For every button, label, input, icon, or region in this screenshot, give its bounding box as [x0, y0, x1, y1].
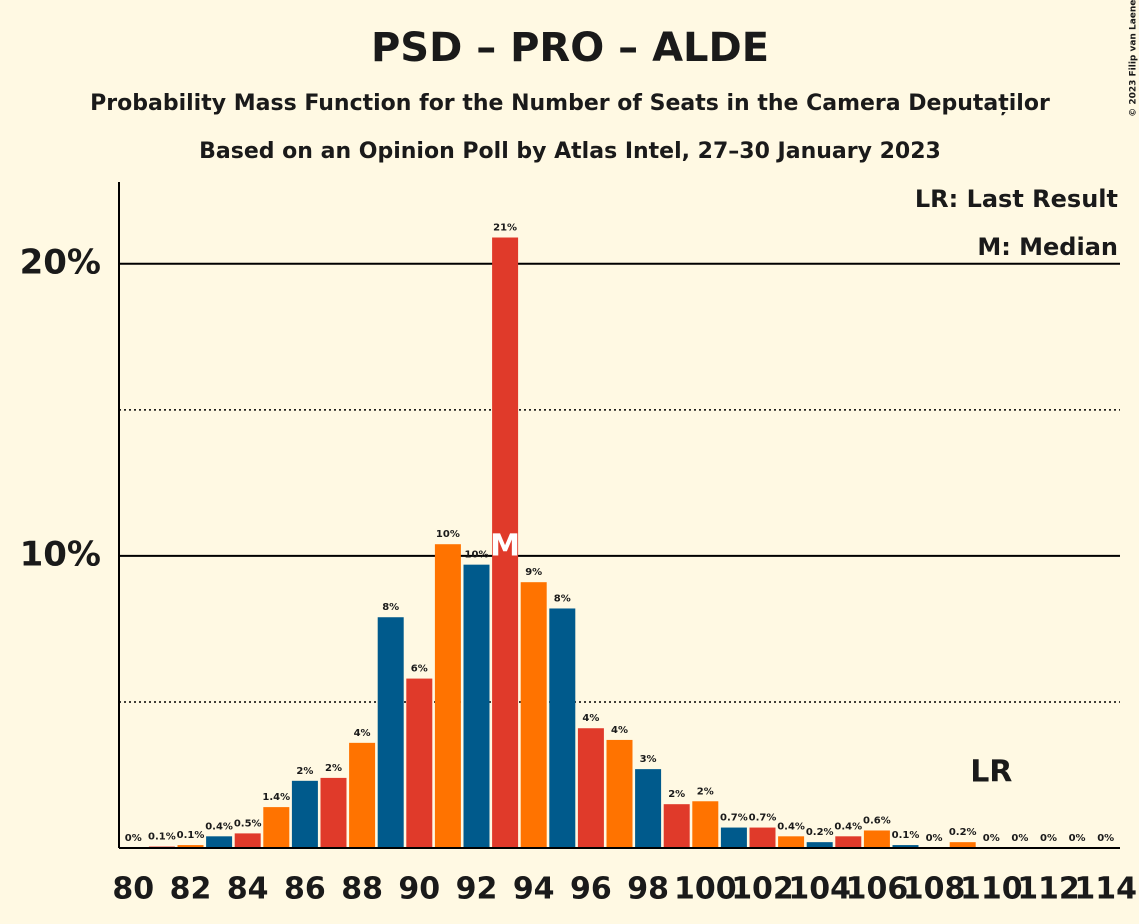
- value-label: 4%: [582, 713, 599, 724]
- value-label: 0%: [1097, 833, 1114, 844]
- value-label: 9%: [525, 567, 542, 578]
- x-tick-label: 82: [170, 872, 212, 907]
- value-label: 4%: [611, 725, 628, 736]
- bar: [377, 617, 404, 848]
- value-label: 0.7%: [749, 813, 777, 824]
- chart-title: PSD – PRO – ALDE: [371, 25, 769, 71]
- bar: [234, 833, 261, 848]
- bar: [577, 728, 604, 848]
- bar: [749, 827, 776, 848]
- value-label: 0.5%: [234, 818, 262, 829]
- bar: [291, 780, 318, 848]
- value-label: 0.1%: [148, 832, 176, 843]
- value-label: 10%: [436, 529, 460, 540]
- bar: [263, 807, 290, 848]
- value-label: 6%: [411, 664, 428, 675]
- x-tick-label: 106: [846, 872, 909, 907]
- value-label: 2%: [668, 789, 685, 800]
- x-tick-label: 112: [1017, 872, 1080, 907]
- chart-subtitle: Based on an Opinion Poll by Atlas Intel,…: [199, 139, 941, 164]
- x-tick-label: 108: [903, 872, 966, 907]
- bar: [663, 804, 690, 848]
- legend-entry: LR: Last Result: [915, 185, 1118, 213]
- bar: [406, 678, 433, 848]
- bar: [692, 801, 719, 848]
- y-tick-label: 10%: [20, 534, 101, 574]
- x-tick-label: 100: [674, 872, 737, 907]
- bar: [434, 544, 461, 848]
- value-label: 4%: [354, 728, 371, 739]
- value-label: 8%: [554, 593, 571, 604]
- bar: [635, 769, 662, 848]
- value-label: 2%: [325, 763, 342, 774]
- bar: [806, 842, 833, 848]
- value-label: 0%: [125, 833, 142, 844]
- bar: [549, 608, 576, 848]
- value-label: 0.4%: [777, 821, 805, 832]
- value-label: 3%: [640, 754, 657, 765]
- value-label: 0.4%: [834, 821, 862, 832]
- bar: [206, 836, 233, 848]
- x-tick-label: 96: [570, 872, 612, 907]
- value-label: 0%: [1040, 833, 1057, 844]
- bar: [520, 582, 547, 848]
- bar: [863, 830, 890, 848]
- x-tick-label: 92: [456, 872, 498, 907]
- copyright: © 2023 Filip van Laenen: [1129, 0, 1139, 117]
- value-label: 0.1%: [892, 830, 920, 841]
- value-label: 8%: [382, 602, 399, 613]
- value-label: 0.4%: [205, 821, 233, 832]
- x-tick-label: 104: [788, 872, 851, 907]
- x-tick-label: 94: [513, 872, 555, 907]
- x-tick-label: 102: [731, 872, 794, 907]
- last-result-marker: LR: [970, 755, 1012, 790]
- bar: [892, 845, 919, 848]
- value-label: 21%: [493, 223, 517, 234]
- y-tick-label: 20%: [20, 242, 101, 282]
- value-label: 2%: [296, 766, 313, 777]
- bar: [778, 836, 805, 848]
- value-label: 0%: [1069, 833, 1086, 844]
- value-label: 0.2%: [949, 827, 977, 838]
- bar: [349, 742, 376, 848]
- value-label: 0.6%: [863, 815, 891, 826]
- value-label: 10%: [465, 550, 489, 561]
- bar: [463, 564, 490, 848]
- value-label: 1.4%: [262, 792, 290, 803]
- x-tick-label: 114: [1074, 872, 1137, 907]
- bar: [949, 842, 976, 848]
- value-label: 0%: [1011, 833, 1028, 844]
- x-tick-label: 110: [960, 872, 1023, 907]
- value-label: 0.2%: [806, 827, 834, 838]
- legend-entry: M: Median: [977, 233, 1118, 261]
- bar: [835, 836, 862, 848]
- bar: [320, 777, 347, 848]
- x-tick-label: 98: [627, 872, 669, 907]
- bar: [720, 827, 747, 848]
- median-marker: M: [490, 529, 520, 564]
- bar: [177, 845, 204, 848]
- value-label: 2%: [697, 786, 714, 797]
- value-label: 0%: [926, 833, 943, 844]
- chart-subtitle: Probability Mass Function for the Number…: [90, 91, 1050, 116]
- bar: [492, 237, 519, 848]
- x-tick-label: 88: [341, 872, 383, 907]
- x-tick-label: 80: [112, 872, 154, 907]
- value-label: 0%: [983, 833, 1000, 844]
- value-label: 0.1%: [177, 830, 205, 841]
- x-tick-label: 90: [398, 872, 440, 907]
- x-tick-label: 86: [284, 872, 326, 907]
- x-tick-label: 84: [227, 872, 269, 907]
- value-label: 0.7%: [720, 813, 748, 824]
- bar: [606, 739, 633, 848]
